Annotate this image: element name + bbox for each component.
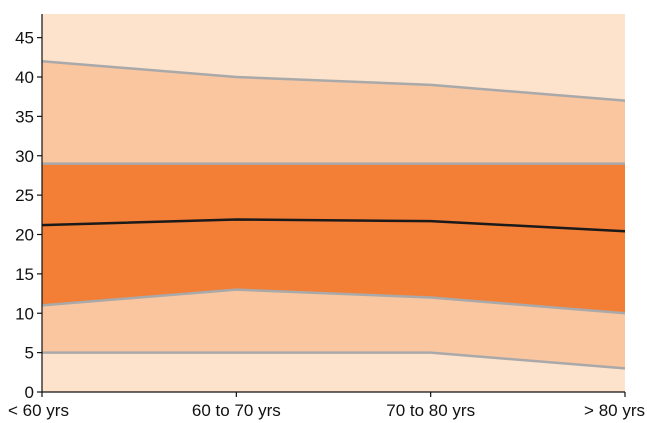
band-outer-upper (42, 61, 625, 164)
band-outer-lower (42, 289, 625, 369)
x-tick-label: < 60 yrs (8, 401, 69, 420)
y-tick-label: 45 (15, 29, 34, 48)
y-tick-label: 40 (15, 68, 34, 87)
line-p3 (42, 351, 626, 370)
y-tick-label: 30 (15, 147, 34, 166)
y-tick-label: 15 (15, 265, 34, 284)
line-p97 (41, 60, 626, 102)
x-tick-label: 60 to 70 yrs (192, 401, 281, 420)
y-tick-label: 20 (15, 226, 34, 245)
y-axis-ticks: 0 5 10 15 20 25 30 35 40 45 (15, 29, 42, 402)
boundary-lines (41, 60, 626, 370)
x-axis-ticks: < 60 yrs 60 to 70 yrs 70 to 80 yrs > 80 yrs (8, 392, 645, 420)
x-tick-label: > 80 yrs (584, 401, 645, 420)
y-tick-label: 35 (15, 107, 34, 126)
y-tick-label: 0 (25, 383, 34, 402)
band-inner (42, 163, 625, 314)
y-tick-label: 10 (15, 304, 34, 323)
line-median (41, 218, 626, 233)
y-tick-label: 5 (25, 344, 34, 363)
y-tick-label: 25 (15, 186, 34, 205)
line-p25 (41, 288, 626, 315)
x-tick-label: 70 to 80 yrs (386, 401, 475, 420)
